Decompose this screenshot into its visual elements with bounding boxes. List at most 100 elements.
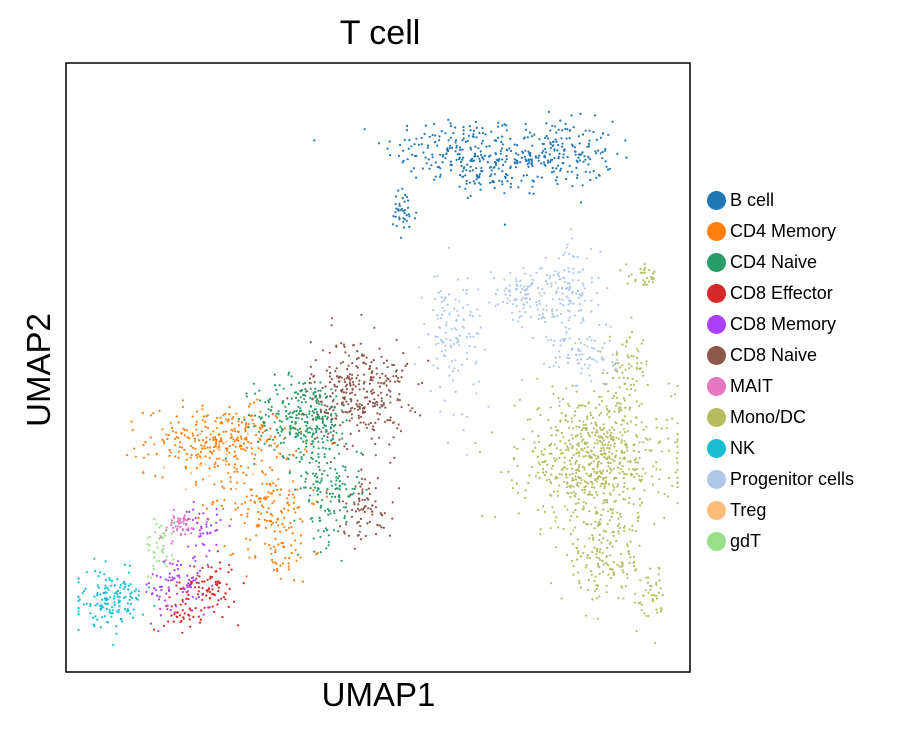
scatter-point	[599, 548, 602, 551]
scatter-point	[358, 429, 361, 432]
scatter-point	[401, 187, 404, 190]
scatter-point	[341, 421, 344, 424]
scatter-point	[364, 362, 367, 365]
scatter-point	[194, 482, 197, 485]
scatter-point	[526, 301, 529, 304]
scatter-point	[573, 314, 576, 317]
scatter-point	[417, 143, 420, 146]
scatter-point	[615, 422, 618, 425]
scatter-point	[407, 147, 410, 150]
scatter-point	[544, 136, 547, 140]
scatter-point	[579, 201, 583, 204]
scatter-point	[593, 486, 596, 489]
scatter-point	[319, 551, 322, 554]
scatter-point	[565, 137, 568, 140]
scatter-point	[204, 455, 207, 458]
scatter-point	[494, 304, 497, 307]
scatter-point	[492, 166, 495, 169]
scatter-point	[172, 508, 175, 511]
scatter-point	[229, 487, 233, 491]
scatter-point	[583, 343, 586, 347]
scatter-point	[216, 580, 219, 583]
scatter-point	[560, 286, 564, 289]
scatter-point	[450, 163, 453, 167]
scatter-point	[302, 413, 305, 416]
scatter-point	[233, 455, 236, 458]
scatter-point	[192, 579, 195, 582]
scatter-point	[334, 468, 337, 471]
scatter-point	[335, 472, 338, 475]
scatter-point	[591, 416, 595, 419]
scatter-point	[160, 589, 163, 592]
scatter-point	[331, 438, 334, 441]
scatter-point	[594, 575, 597, 578]
scatter-point	[544, 320, 547, 324]
scatter-point	[469, 165, 472, 168]
scatter-point	[575, 435, 578, 438]
scatter-point	[572, 529, 575, 532]
scatter-point	[200, 525, 203, 528]
scatter-point	[195, 577, 198, 580]
scatter-point	[160, 549, 163, 552]
scatter-point	[179, 603, 182, 606]
scatter-point	[629, 383, 633, 387]
scatter-point	[328, 509, 331, 512]
scatter-point	[357, 492, 360, 495]
scatter-point	[300, 456, 303, 459]
scatter-point	[316, 501, 319, 504]
scatter-point	[279, 530, 282, 533]
scatter-point	[535, 271, 538, 274]
scatter-point	[254, 555, 257, 558]
scatter-point	[314, 437, 317, 440]
scatter-point	[473, 346, 476, 349]
scatter-point	[341, 500, 345, 503]
scatter-point	[199, 535, 202, 538]
scatter-point	[522, 438, 525, 441]
scatter-point	[264, 413, 267, 416]
scatter-point	[318, 427, 321, 431]
scatter-point	[263, 518, 266, 522]
scatter-point	[531, 179, 534, 182]
scatter-point	[355, 403, 358, 406]
scatter-point	[137, 590, 141, 593]
scatter-point	[581, 318, 585, 321]
scatter-point	[397, 376, 400, 379]
scatter-point	[599, 136, 603, 139]
scatter-point	[89, 603, 92, 606]
scatter-point	[583, 488, 587, 491]
scatter-point	[309, 404, 312, 408]
scatter-point	[211, 605, 214, 608]
scatter-point	[177, 522, 180, 525]
scatter-point	[161, 438, 164, 441]
scatter-point	[635, 348, 639, 351]
scatter-point	[296, 392, 299, 396]
scatter-point	[551, 124, 554, 127]
scatter-point	[338, 438, 341, 441]
scatter-point	[626, 460, 629, 463]
legend-item: Progenitor cells	[707, 464, 854, 495]
scatter-point	[271, 468, 274, 472]
scatter-point	[470, 148, 473, 151]
scatter-point	[308, 494, 312, 497]
scatter-point	[233, 466, 236, 470]
scatter-point	[247, 426, 250, 429]
scatter-point	[594, 150, 597, 153]
scatter-point	[560, 597, 563, 600]
scatter-point	[185, 523, 188, 527]
scatter-point	[308, 410, 311, 413]
scatter-point	[469, 314, 472, 317]
scatter-point	[322, 426, 325, 429]
scatter-point	[261, 482, 264, 485]
scatter-point	[315, 429, 318, 432]
scatter-point	[632, 561, 635, 565]
scatter-point	[608, 483, 611, 486]
scatter-point	[319, 535, 322, 539]
scatter-point	[617, 407, 620, 410]
scatter-point	[585, 502, 588, 505]
scatter-point	[408, 225, 411, 228]
scatter-point	[640, 362, 643, 365]
scatter-point	[335, 417, 338, 420]
scatter-point	[187, 613, 190, 616]
scatter-point	[315, 460, 318, 463]
scatter-point	[398, 218, 401, 221]
